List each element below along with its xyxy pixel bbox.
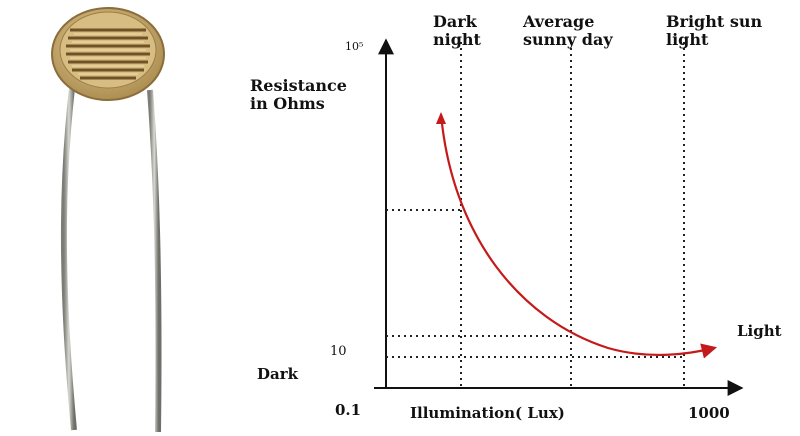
resistance-curve [439,113,717,359]
region-label-line: light [666,30,709,50]
y-axis-label-line-1: Resistance [250,76,347,95]
y-axis-label: Resistance in Ohms [250,76,347,114]
x-axis-label: Illumination( Lux) [410,404,565,422]
y-axis-label-line-2: in Ohms [250,94,325,114]
light-end-label: Light [737,322,782,340]
y-low-tick: 10 [330,344,347,359]
region-label-line: night [433,30,481,50]
region-label-line: sunny day [523,30,613,50]
x-min-label: 0.1 [335,401,362,419]
ldr-right-lead [147,89,162,433]
region-label-line: Bright sun [666,12,763,31]
y-top-tick: 10⁵ [345,40,364,53]
region-label-bright-sun-light: Bright sun light [666,12,763,50]
region-label-dark-night: Dark night [433,12,481,50]
ldr-serpentine-track [66,28,150,80]
x-max-label: 1000 [688,404,730,422]
resistance-curve-top-arrow [436,112,446,124]
region-label-line: Average [523,12,595,31]
ldr-photo [51,7,165,433]
region-label-average-sunny-day: Average sunny day [523,12,613,50]
ldr-left-lead [60,87,77,431]
dark-end-label: Dark [257,365,299,383]
region-label-line: Dark [433,12,477,31]
